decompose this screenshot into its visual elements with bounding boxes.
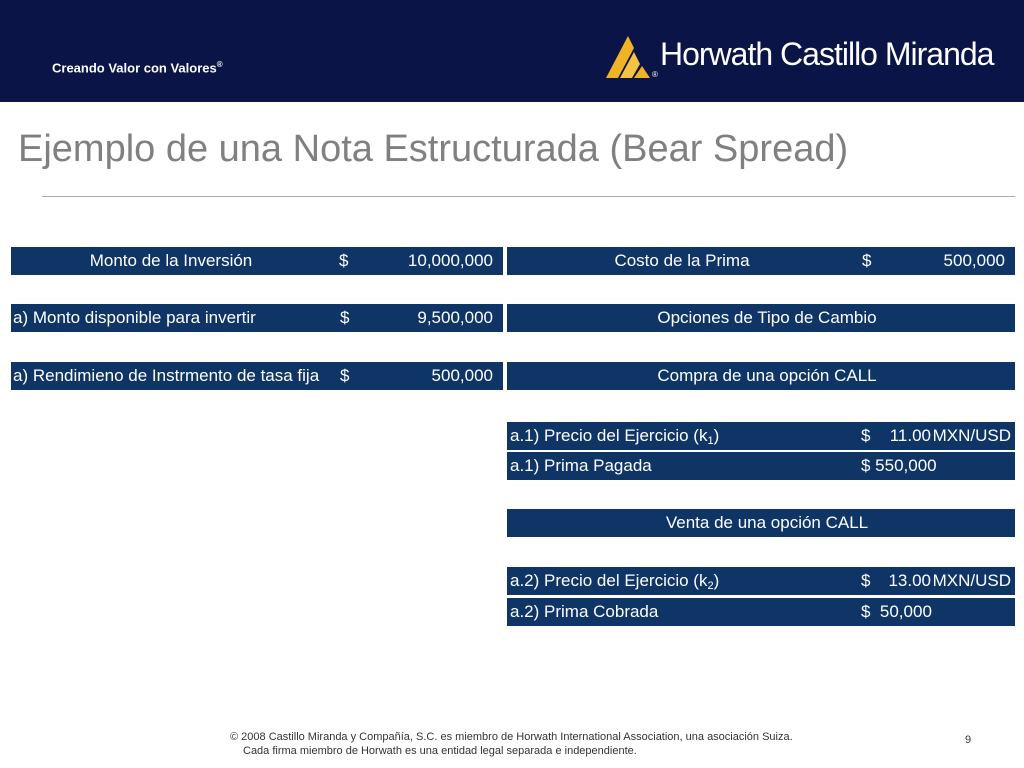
footer-line: Cada firma miembro de Horwath es una ent… [243,745,637,757]
table-row: a.2) Precio del Ejercicio (k2) $ 13.00 M… [507,567,1015,595]
table-row: a.1) Precio del Ejercicio (k1) $ 11.00 M… [507,422,1015,450]
row-amount: 500,000 [943,251,1005,270]
row-heading: Opciones de Tipo de Cambio [657,308,877,327]
row-label: a) Monto disponible para invertir [13,308,256,327]
row-label: a.2) Precio del Ejercicio (k [510,571,708,590]
tagline-mark: ® [216,60,223,69]
logo-text: Horwath Castillo Miranda [660,36,994,72]
row-amount: $ 550,000 [861,456,937,475]
logo-icon [606,36,650,78]
row-label: a) Rendimieno de Instrmento de tasa fija [13,366,320,385]
header-bar [0,0,1024,102]
row-unit: MXN/USD [932,571,1011,590]
table-row: Venta de una opción CALL [507,509,1015,537]
row-amount: 11.00 [889,426,931,445]
table-row: Monto de la Inversión $ 10,000,000 [11,247,503,275]
page-number: 9 [965,734,972,746]
row-amount: 9,500,000 [417,308,493,327]
row-label: Monto de la Inversión [89,251,253,270]
row-heading: Compra de una opción CALL [657,366,877,385]
table-row: a.2) Prima Cobrada $ 50,000 [507,598,1015,626]
subscript: 2 [707,580,714,592]
logo-mark: ® [652,70,658,79]
row-currency: $ [862,251,872,270]
row-currency: $ [340,308,350,327]
title-rule [42,196,1015,197]
tagline-text: Creando Valor con Valores [52,60,217,76]
row-label: Costo de la Prima [614,251,750,270]
row-amount: 13.00 [888,571,931,590]
tagline: Creando Valor con Valores® [52,60,223,75]
row-currency: $ [861,571,871,590]
row-label: a.2) Prima Cobrada [510,602,659,621]
slide-title: Ejemplo de una Nota Estructurada (Bear S… [18,128,849,170]
row-label: ) [713,426,720,445]
footer-line: © 2008 Castillo Miranda y Compañía, S.C.… [230,731,793,743]
table-row: Opciones de Tipo de Cambio [507,304,1015,332]
table-row: a) Monto disponible para invertir $ 9,50… [11,304,503,332]
row-currency: $ [339,251,349,270]
row-amount: $ 50,000 [861,602,932,621]
row-currency: $ [861,426,871,445]
row-unit: MXN/USD [932,426,1011,445]
table-row: a) Rendimieno de Instrmento de tasa fija… [11,362,503,390]
table-row: Costo de la Prima $ 500,000 [507,247,1015,275]
table-row: a.1) Prima Pagada $ 550,000 [507,452,1015,480]
row-label: ) [713,571,720,590]
row-heading: Venta de una opción CALL [665,513,869,532]
row-label: a.1) Prima Pagada [510,456,652,475]
row-amount: 500,000 [431,366,493,385]
row-currency: $ [340,366,350,385]
row-label: a.1) Precio del Ejercicio (k [510,426,708,445]
table-row: Compra de una opción CALL [507,362,1015,390]
row-amount: 10,000,000 [407,251,493,270]
subscript: 1 [707,435,714,447]
